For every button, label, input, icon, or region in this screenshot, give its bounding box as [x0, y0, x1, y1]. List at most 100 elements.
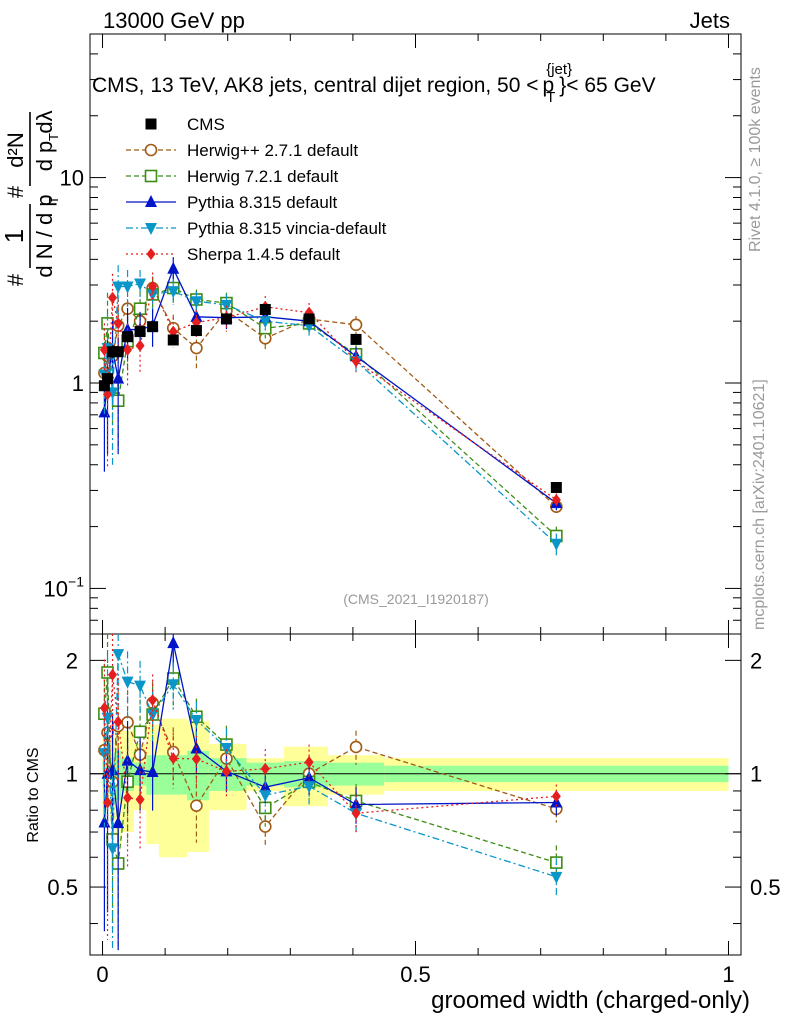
data-point	[112, 371, 125, 384]
ratio-point	[303, 781, 316, 794]
ratio-point	[106, 843, 119, 856]
chart-title-p: p	[543, 74, 555, 97]
y-label-frac1-num: 1	[0, 229, 29, 243]
ratio-point	[133, 725, 147, 739]
data-point	[167, 261, 180, 274]
ratio-point	[349, 740, 363, 754]
ratio-point	[167, 636, 180, 649]
data-point	[190, 296, 203, 309]
mcplots-label: mcplots.cern.ch [arXiv:2401.10621]	[751, 379, 768, 630]
legend-marker	[146, 248, 156, 260]
ratio-point	[148, 694, 158, 707]
data-point	[147, 321, 159, 333]
legend-entry: Sherpa 1.4.5 default	[126, 245, 340, 264]
data-point	[167, 334, 179, 346]
legend-entry: Herwig 7.2.1 default	[126, 167, 338, 186]
legend-marker	[144, 169, 158, 183]
legend-label: Sherpa 1.4.5 default	[187, 245, 340, 264]
rivet-version-label: Rivet 4.1.0, ≥ 100k events	[747, 67, 764, 252]
ratio-point	[146, 764, 159, 777]
y-label-frac1-den: d N / d p	[32, 194, 57, 277]
ratio-tick-label-right: 0.5	[750, 875, 781, 900]
ratio-point	[550, 871, 563, 884]
data-point	[351, 354, 361, 367]
ratio-tick-label: 0.5	[47, 875, 78, 900]
data-point	[122, 331, 134, 343]
ratio-point	[99, 701, 109, 714]
x-tick-label: 1	[722, 962, 734, 987]
y-label-frac2-den: d p	[32, 141, 57, 172]
data-point	[134, 278, 147, 291]
legend-marker	[145, 118, 157, 130]
legend-label: Pythia 8.315 default	[187, 193, 338, 212]
ratio-point	[190, 714, 203, 727]
data-point	[190, 325, 202, 337]
y-label-hash-2: #	[3, 185, 28, 198]
legend-marker	[145, 195, 157, 207]
legend-label: Herwig 7.2.1 default	[187, 167, 338, 186]
ratio-y-axis-label: Ratio to CMS	[25, 747, 42, 842]
y-label-frac2-den-sub: T	[46, 133, 61, 141]
ratio-point	[350, 797, 363, 810]
chart-title-main: CMS, 13 TeV, AK8 jets, central dijet reg…	[92, 74, 539, 97]
data-point	[103, 388, 113, 401]
data-point	[98, 380, 110, 392]
ratio-point	[167, 679, 180, 692]
legend-entry: Pythia 8.315 vincia-default	[126, 219, 387, 238]
y-tick-label: 10−1	[44, 573, 85, 601]
y-label-frac1-den-sub: T	[46, 196, 61, 204]
ratio-point	[135, 793, 145, 806]
ratio-point	[190, 799, 203, 813]
series-line-main	[103, 267, 557, 504]
y-label-hash-1: #	[3, 273, 28, 286]
ratio-point	[220, 742, 233, 755]
header-category-label: Jets	[690, 8, 730, 33]
data-point	[551, 493, 561, 506]
data-point	[190, 341, 203, 355]
legend-marker	[144, 143, 158, 157]
legend: CMS Herwig++ 2.7.1 default Herwig 7.2.1 de…	[126, 115, 387, 264]
ratio-point	[112, 816, 125, 829]
ratio-point	[108, 668, 118, 681]
ratio-point	[259, 790, 272, 803]
ratio-point	[221, 765, 231, 778]
data-point	[112, 281, 125, 294]
data-point	[550, 538, 563, 551]
series-pythia-8-315-vincia-default	[98, 265, 563, 951]
ratio-tick-label: 2	[66, 648, 78, 673]
legend-entry: CMS	[145, 115, 225, 134]
ratio-point	[260, 762, 270, 775]
ratio-tick-label-right: 1	[750, 762, 762, 787]
series-line-ratio	[103, 653, 557, 878]
ratio-point	[112, 649, 125, 662]
series-cms-data	[98, 303, 562, 493]
ratio-tick-label: 1	[66, 762, 78, 787]
data-point	[550, 481, 562, 493]
data-point	[112, 346, 124, 358]
series-line-main	[103, 284, 557, 501]
data-point	[121, 281, 134, 294]
series-line-ratio	[103, 643, 557, 824]
data-point	[99, 343, 109, 356]
series-line-main	[103, 282, 557, 545]
ratio-tick-label-right: 2	[750, 648, 762, 673]
series-layer	[98, 257, 563, 951]
data-point	[303, 313, 315, 325]
y-tick-label: 1	[72, 371, 84, 396]
x-tick-label: 0	[96, 962, 108, 987]
ratio-point	[123, 791, 133, 804]
y-label-frac2-num: d²N	[3, 132, 28, 167]
y-tick-label: 10	[60, 166, 84, 191]
chart-title-sub: T	[546, 89, 555, 106]
ratio-point	[551, 790, 561, 803]
data-point	[135, 339, 145, 352]
analysis-watermark: (CMS_2021_I1920187)	[343, 591, 489, 607]
legend-label: Herwig++ 2.7.1 default	[187, 141, 358, 160]
data-point	[113, 317, 123, 330]
data-point	[259, 316, 272, 329]
data-point	[123, 343, 133, 356]
data-point	[148, 280, 158, 293]
legend-entry: Pythia 8.315 default	[126, 193, 338, 212]
ratio-band-inner	[187, 750, 209, 801]
